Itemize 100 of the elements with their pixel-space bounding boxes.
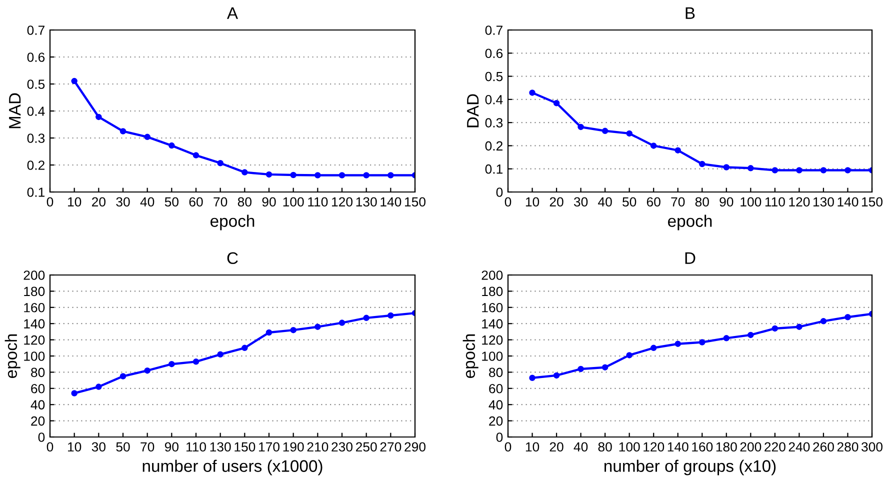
point bbox=[338, 172, 346, 178]
x-tick-label: 80 bbox=[238, 197, 252, 207]
point bbox=[314, 172, 321, 178]
x-tick-label: 30 bbox=[116, 197, 130, 207]
y-tick-label: 180 bbox=[482, 286, 503, 296]
y-tick-label: 100 bbox=[24, 352, 45, 361]
point bbox=[120, 128, 126, 134]
point bbox=[266, 171, 272, 178]
point bbox=[772, 325, 778, 332]
y-axis-title: DAD bbox=[467, 94, 479, 128]
x-tick-label: 130 bbox=[813, 197, 834, 207]
point bbox=[674, 147, 681, 154]
x-tick-label: 0 bbox=[46, 197, 54, 207]
x-tick-label: 90 bbox=[262, 197, 276, 207]
x-tick-label: 150 bbox=[405, 197, 426, 207]
x-tick-label: 100 bbox=[740, 197, 762, 207]
x-axis-title: number of groups (x10) bbox=[604, 460, 776, 476]
point bbox=[699, 160, 706, 168]
point bbox=[192, 152, 200, 158]
x-tick-label: 20 bbox=[92, 197, 106, 207]
point bbox=[723, 164, 730, 170]
point bbox=[529, 374, 536, 381]
point bbox=[772, 167, 778, 174]
y-tick-label: 0.4 bbox=[27, 106, 45, 116]
x-tick-label: 250 bbox=[356, 442, 377, 452]
y-axis-title: epoch bbox=[462, 334, 478, 378]
x-tick-label: 240 bbox=[788, 442, 810, 452]
x-tick-label: 180 bbox=[716, 442, 737, 452]
y-tick-label: 60 bbox=[489, 384, 503, 394]
point bbox=[338, 320, 346, 326]
x-tick-label: 70 bbox=[671, 197, 685, 207]
y-tick-label: 0 bbox=[38, 432, 45, 442]
x-tick-label: 140 bbox=[380, 197, 402, 207]
x-tick-label: 110 bbox=[186, 442, 206, 452]
x-tick-label: 50 bbox=[116, 442, 130, 452]
x-tick-label: 120 bbox=[332, 197, 352, 207]
point bbox=[71, 78, 78, 84]
point bbox=[553, 372, 560, 379]
point bbox=[242, 344, 248, 352]
point bbox=[626, 130, 632, 137]
x-tick-label: 10 bbox=[68, 197, 82, 207]
point bbox=[242, 169, 248, 176]
point bbox=[674, 340, 681, 347]
point bbox=[168, 360, 175, 368]
x-tick-label: 70 bbox=[214, 197, 228, 207]
x-tick-label: 230 bbox=[332, 442, 352, 452]
point bbox=[748, 332, 754, 338]
x-tick-label: 40 bbox=[140, 197, 154, 207]
point bbox=[144, 134, 150, 140]
y-tick-label: 120 bbox=[482, 335, 503, 345]
x-tick-label: 300 bbox=[861, 442, 882, 452]
x-tick-label: 80 bbox=[695, 197, 709, 207]
x-tick-label: 140 bbox=[838, 197, 858, 207]
x-tick-label: 210 bbox=[307, 442, 328, 452]
x-axis-title: epoch bbox=[210, 214, 254, 230]
point bbox=[217, 160, 224, 166]
x-tick-label: 150 bbox=[862, 197, 882, 207]
y-tick-label: 0.7 bbox=[27, 26, 44, 35]
point bbox=[290, 326, 296, 334]
y-tick-label: 0.7 bbox=[485, 26, 502, 35]
y-tick-label: 0.6 bbox=[27, 52, 45, 62]
y-tick-label: 180 bbox=[24, 286, 45, 296]
x-tick-label: 110 bbox=[765, 197, 785, 207]
y-tick-label: 0.1 bbox=[27, 188, 44, 197]
x-tick-label: 290 bbox=[404, 442, 426, 452]
x-tick-label: 10 bbox=[526, 197, 540, 207]
y-tick-label: 80 bbox=[31, 368, 45, 378]
y-tick-label: 0.4 bbox=[485, 94, 503, 104]
y-tick-label: 20 bbox=[31, 416, 45, 426]
point bbox=[314, 324, 321, 330]
x-tick-label: 50 bbox=[622, 197, 636, 207]
x-tick-label: 170 bbox=[259, 442, 280, 452]
x-tick-label: 0 bbox=[504, 197, 512, 207]
point bbox=[96, 114, 102, 120]
x-tick-label: 120 bbox=[644, 442, 664, 452]
x-tick-label: 260 bbox=[813, 442, 834, 452]
x-tick-label: 40 bbox=[598, 197, 612, 207]
point bbox=[844, 314, 851, 320]
point bbox=[388, 312, 394, 319]
x-tick-label: 60 bbox=[646, 197, 660, 207]
chart-title: C bbox=[227, 252, 238, 264]
x-tick-label: 280 bbox=[837, 442, 858, 452]
point bbox=[363, 172, 370, 178]
x-tick-label: 130 bbox=[356, 197, 377, 207]
x-axis-title: epoch bbox=[668, 214, 712, 230]
y-tick-label: 100 bbox=[482, 352, 503, 361]
y-tick-label: 20 bbox=[489, 416, 503, 426]
y-tick-label: 120 bbox=[24, 335, 45, 345]
point bbox=[363, 314, 370, 322]
x-tick-label: 120 bbox=[789, 197, 810, 207]
x-tick-label: 20 bbox=[550, 442, 564, 452]
y-axis-title: MAD bbox=[9, 93, 21, 128]
y-tick-label: 0 bbox=[496, 432, 503, 442]
x-tick-label: 220 bbox=[764, 442, 786, 452]
x-tick-label: 40 bbox=[574, 442, 588, 452]
x-tick-label: 270 bbox=[380, 442, 402, 452]
y-tick-label: 160 bbox=[482, 302, 503, 312]
point bbox=[650, 142, 657, 149]
x-tick-label: 80 bbox=[598, 442, 612, 452]
y-tick-label: 0.3 bbox=[485, 118, 503, 128]
